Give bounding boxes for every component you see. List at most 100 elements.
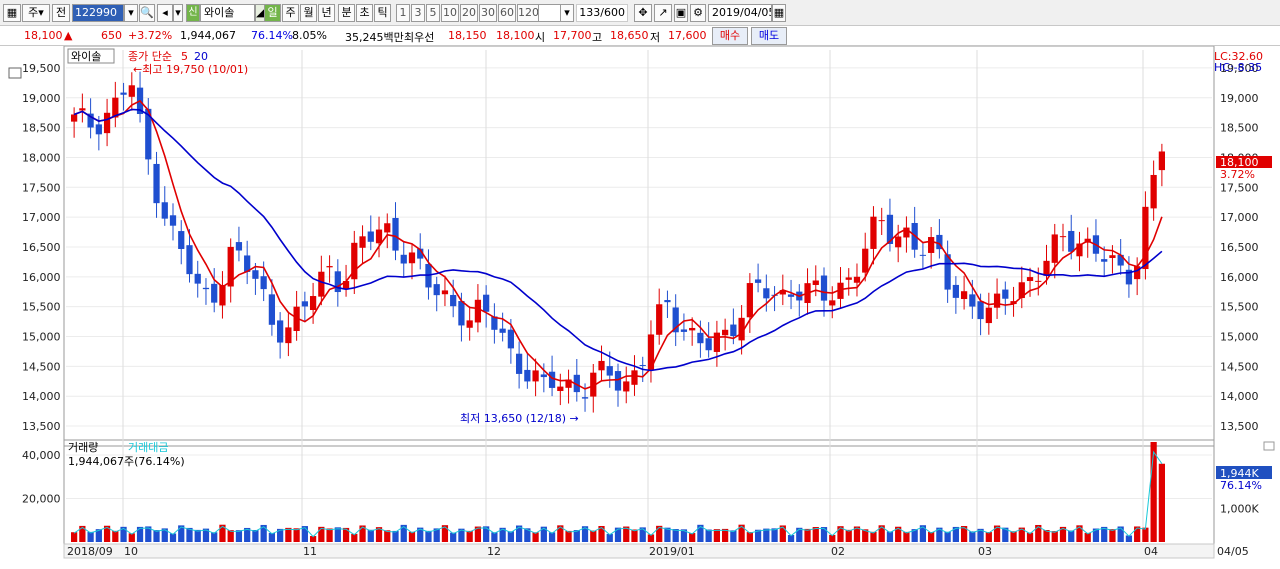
interval-button-120[interactable]: 120	[517, 4, 539, 22]
volume-bar	[301, 526, 308, 542]
date-field[interactable]: 2019/04/05	[708, 4, 772, 22]
period-button-0[interactable]: 일	[264, 4, 281, 22]
volume-bar	[680, 529, 688, 542]
save-icon[interactable]: ▣	[674, 4, 688, 22]
stock-code-input[interactable]: 122990	[72, 4, 124, 22]
price-tick-left: 14,000	[22, 390, 61, 403]
volume-bar	[664, 527, 671, 542]
volume-bar	[779, 525, 786, 542]
candle-body	[1059, 236, 1067, 238]
volume-bar	[573, 530, 580, 542]
crosshair-icon[interactable]: ✥	[634, 4, 652, 22]
candle-body	[169, 215, 177, 226]
ma5-line	[73, 99, 1163, 390]
volume-bar	[1134, 526, 1141, 542]
count-field[interactable]: 133/600	[576, 4, 628, 22]
candle-body	[820, 275, 828, 301]
candle-body	[1035, 280, 1042, 282]
interval-button-1[interactable]: 1	[396, 4, 410, 22]
open-label: 시	[535, 31, 546, 44]
volume-bar	[754, 529, 762, 542]
buy-button[interactable]: 매수	[712, 27, 748, 45]
chart-type-icon[interactable]: ▦	[3, 4, 21, 22]
period-button-5[interactable]: 초	[356, 4, 373, 22]
period-button-4[interactable]: 분	[338, 4, 355, 22]
speaker-icon[interactable]: ◂	[157, 4, 173, 22]
amount-legend-label: 거래대금	[128, 441, 168, 454]
price-tick-right: 19,500	[1220, 62, 1259, 75]
volume-bar	[334, 527, 341, 542]
volume-bar	[178, 525, 185, 542]
volume-bar	[285, 527, 292, 542]
volume-bar	[227, 530, 234, 542]
candle-body	[581, 397, 589, 399]
period-button-6[interactable]: 틱	[374, 4, 391, 22]
volume-bar	[450, 532, 457, 542]
volume-bar	[787, 535, 795, 542]
interval-button-10[interactable]: 10	[441, 4, 459, 22]
trend-tool-icon[interactable]: ↗	[654, 4, 672, 22]
candle-body	[738, 317, 745, 341]
candle-body	[557, 386, 564, 392]
candle-body	[202, 287, 210, 290]
volume-bar	[614, 527, 622, 542]
interval-button-30[interactable]: 30	[479, 4, 497, 22]
candle-body	[697, 332, 704, 344]
chart-area[interactable]: 19,500 19,500 19,000 19,000 18,500 18,500 18,0…	[0, 45, 1280, 566]
volume-bar	[491, 532, 498, 542]
volume-bar	[804, 528, 811, 542]
volume-bar	[219, 524, 226, 542]
sell-button[interactable]: 매도	[751, 27, 787, 45]
candle-body	[235, 242, 243, 251]
period-button-2[interactable]: 월	[300, 4, 317, 22]
settings-gear-icon[interactable]: ⚙	[690, 4, 706, 22]
volume-bar	[1035, 524, 1042, 542]
chart-background	[0, 46, 1280, 566]
candle-body	[845, 277, 852, 280]
candle-body	[722, 329, 729, 336]
up-arrow-icon: ▲	[64, 29, 73, 42]
candle-body	[178, 231, 185, 249]
candle-body	[1026, 277, 1034, 282]
price-tick-left: 16,000	[22, 271, 61, 284]
candle-body	[408, 252, 416, 264]
calendar-icon[interactable]: ▦	[772, 4, 786, 22]
volume-bar	[499, 527, 506, 542]
volume-bar	[812, 527, 819, 542]
stock-name-field[interactable]: 와이솔	[200, 4, 255, 22]
volume-bar	[466, 530, 473, 542]
candle-body	[244, 255, 251, 272]
low-price: 17,600	[668, 29, 707, 42]
volume-legend-label: 거래량	[68, 441, 98, 454]
interval-button-20[interactable]: 20	[460, 4, 478, 22]
volume-bar	[853, 526, 861, 542]
date-axis-label: 12	[487, 545, 501, 558]
interval-button-5[interactable]: 5	[426, 4, 440, 22]
date-axis-label: 11	[303, 545, 317, 558]
volume-bar	[384, 530, 391, 542]
search-icon[interactable]: 🔍	[139, 4, 155, 22]
volume-bar	[260, 524, 267, 542]
volume-bar	[161, 528, 168, 542]
interval-button-60[interactable]: 60	[498, 4, 516, 22]
candle-body	[153, 163, 160, 204]
volume-bar	[977, 528, 984, 542]
interval-button-3[interactable]: 3	[411, 4, 425, 22]
candle-body	[351, 242, 358, 280]
low-label: 저	[650, 31, 661, 44]
jeon-button[interactable]: 전	[52, 4, 70, 22]
candle-body	[977, 301, 984, 320]
volume-bar	[1117, 526, 1124, 542]
period-button-3[interactable]: 년	[318, 4, 335, 22]
interval-dropdown-icon[interactable]: ▾	[560, 4, 574, 22]
volume-bar	[705, 529, 712, 542]
period-button-1[interactable]: 주	[282, 4, 299, 22]
speaker-dropdown-icon[interactable]: ▾	[173, 4, 183, 22]
candle-body	[944, 254, 951, 290]
candle-body	[128, 85, 135, 97]
volume-bar	[474, 526, 482, 542]
code-dropdown-icon[interactable]: ▾	[124, 4, 138, 22]
market-select[interactable]: 주▾	[22, 4, 50, 22]
candle-body	[507, 329, 514, 349]
date-axis-label: 04	[1144, 545, 1158, 558]
